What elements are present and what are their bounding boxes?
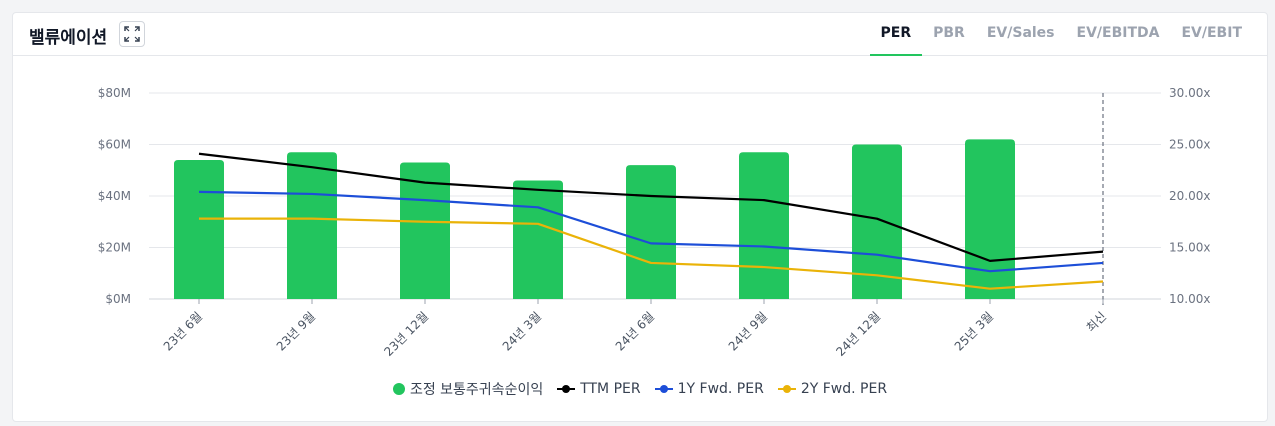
valuation-chart: $0M 10.00x $20M 15.00x $40M 20.00x $60M 25.00x $… [98,86,1211,359]
y-axis-left-tick-label: $40M [98,189,131,203]
legend-item-1y-fwd-per[interactable]: 1Y Fwd. PER [654,379,764,399]
x-axis-tick-label: 24년 3월 [500,309,544,353]
legend-marker-line [557,383,576,395]
x-axis-tick-label: 24년 6월 [613,309,657,353]
y-axis-left-tick-label: $60M [98,138,131,152]
y-axis-right-tick-label: 20.00x [1169,189,1210,203]
y-axis-left-tick-label: $80M [98,86,131,100]
bar [965,139,1015,299]
bar [174,159,224,299]
legend-item-2y-fwd-per[interactable]: 2Y Fwd. PER [777,379,888,399]
legend-marker-bar [392,383,405,395]
legend-label: 2Y Fwd. PER [800,381,888,397]
card-header: 밸류에이션 PER PBR EV/Sales EV/EBITDA EV/EBIT [13,13,1267,56]
tab-per[interactable]: PER [869,13,923,56]
metric-tabs: PER PBR EV/Sales EV/EBITDA EV/EBIT [869,13,1253,56]
bar [400,162,450,299]
tab-pbr[interactable]: PBR [933,25,965,41]
card-title: 밸류에이션 [29,28,108,48]
y-axis-right-tick-label: 15.00x [1169,241,1210,255]
bar [287,152,337,299]
legend-marker-line [777,383,796,395]
legend-item-net-income[interactable]: 조정 보통주귀속순이익 [392,379,544,399]
y-axis-left-tick-label: $0M [105,292,131,306]
bar [513,180,563,299]
x-axis-tick-label: 23년 9월 [274,309,318,353]
bar [626,165,676,299]
valuation-card: 밸류에이션 PER PBR EV/Sales EV/EBITDA EV/EBIT… [12,12,1268,422]
y-axis-right-tick-label: 10.00x [1169,292,1210,306]
bar [739,152,789,299]
x-axis-tick-label: 24년 12월 [833,309,883,359]
expand-button[interactable] [119,21,145,47]
fwd1-per-line [198,190,1104,273]
y-axis-right-tick-label: 25.00x [1169,138,1210,152]
expand-icon [124,26,140,42]
bar [852,144,902,299]
legend-label: 조정 보통주귀속순이익 [409,382,544,398]
y-axis-right-tick-label: 30.00x [1169,86,1210,100]
tab-ev-ebit[interactable]: EV/EBIT [1181,25,1242,41]
chart-legend: 조정 보통주귀속순이익 TTM PER 1Y Fwd. PER 2Y Fwd. … [13,379,1267,399]
x-axis-tick-label: 24년 9월 [726,309,770,353]
x-axis-tick-label: 23년 6월 [161,309,205,353]
x-axis-tick-label: 23년 12월 [381,309,431,359]
ttm-per-line [198,152,1104,262]
x-axis-tick-label: 25년 3월 [952,309,996,353]
legend-label: TTM PER [580,381,641,397]
fwd2-per-line [199,217,1104,290]
y-axis-left-tick-label: $20M [98,241,131,255]
legend-item-ttm-per[interactable]: TTM PER [557,379,641,399]
x-axis-tick-label: 최신 [1084,309,1110,335]
tab-ev-ebitda[interactable]: EV/EBITDA [1076,25,1160,41]
legend-marker-line [654,383,673,395]
legend-label: 1Y Fwd. PER [677,381,764,397]
tab-ev-sales[interactable]: EV/Sales [986,25,1055,41]
